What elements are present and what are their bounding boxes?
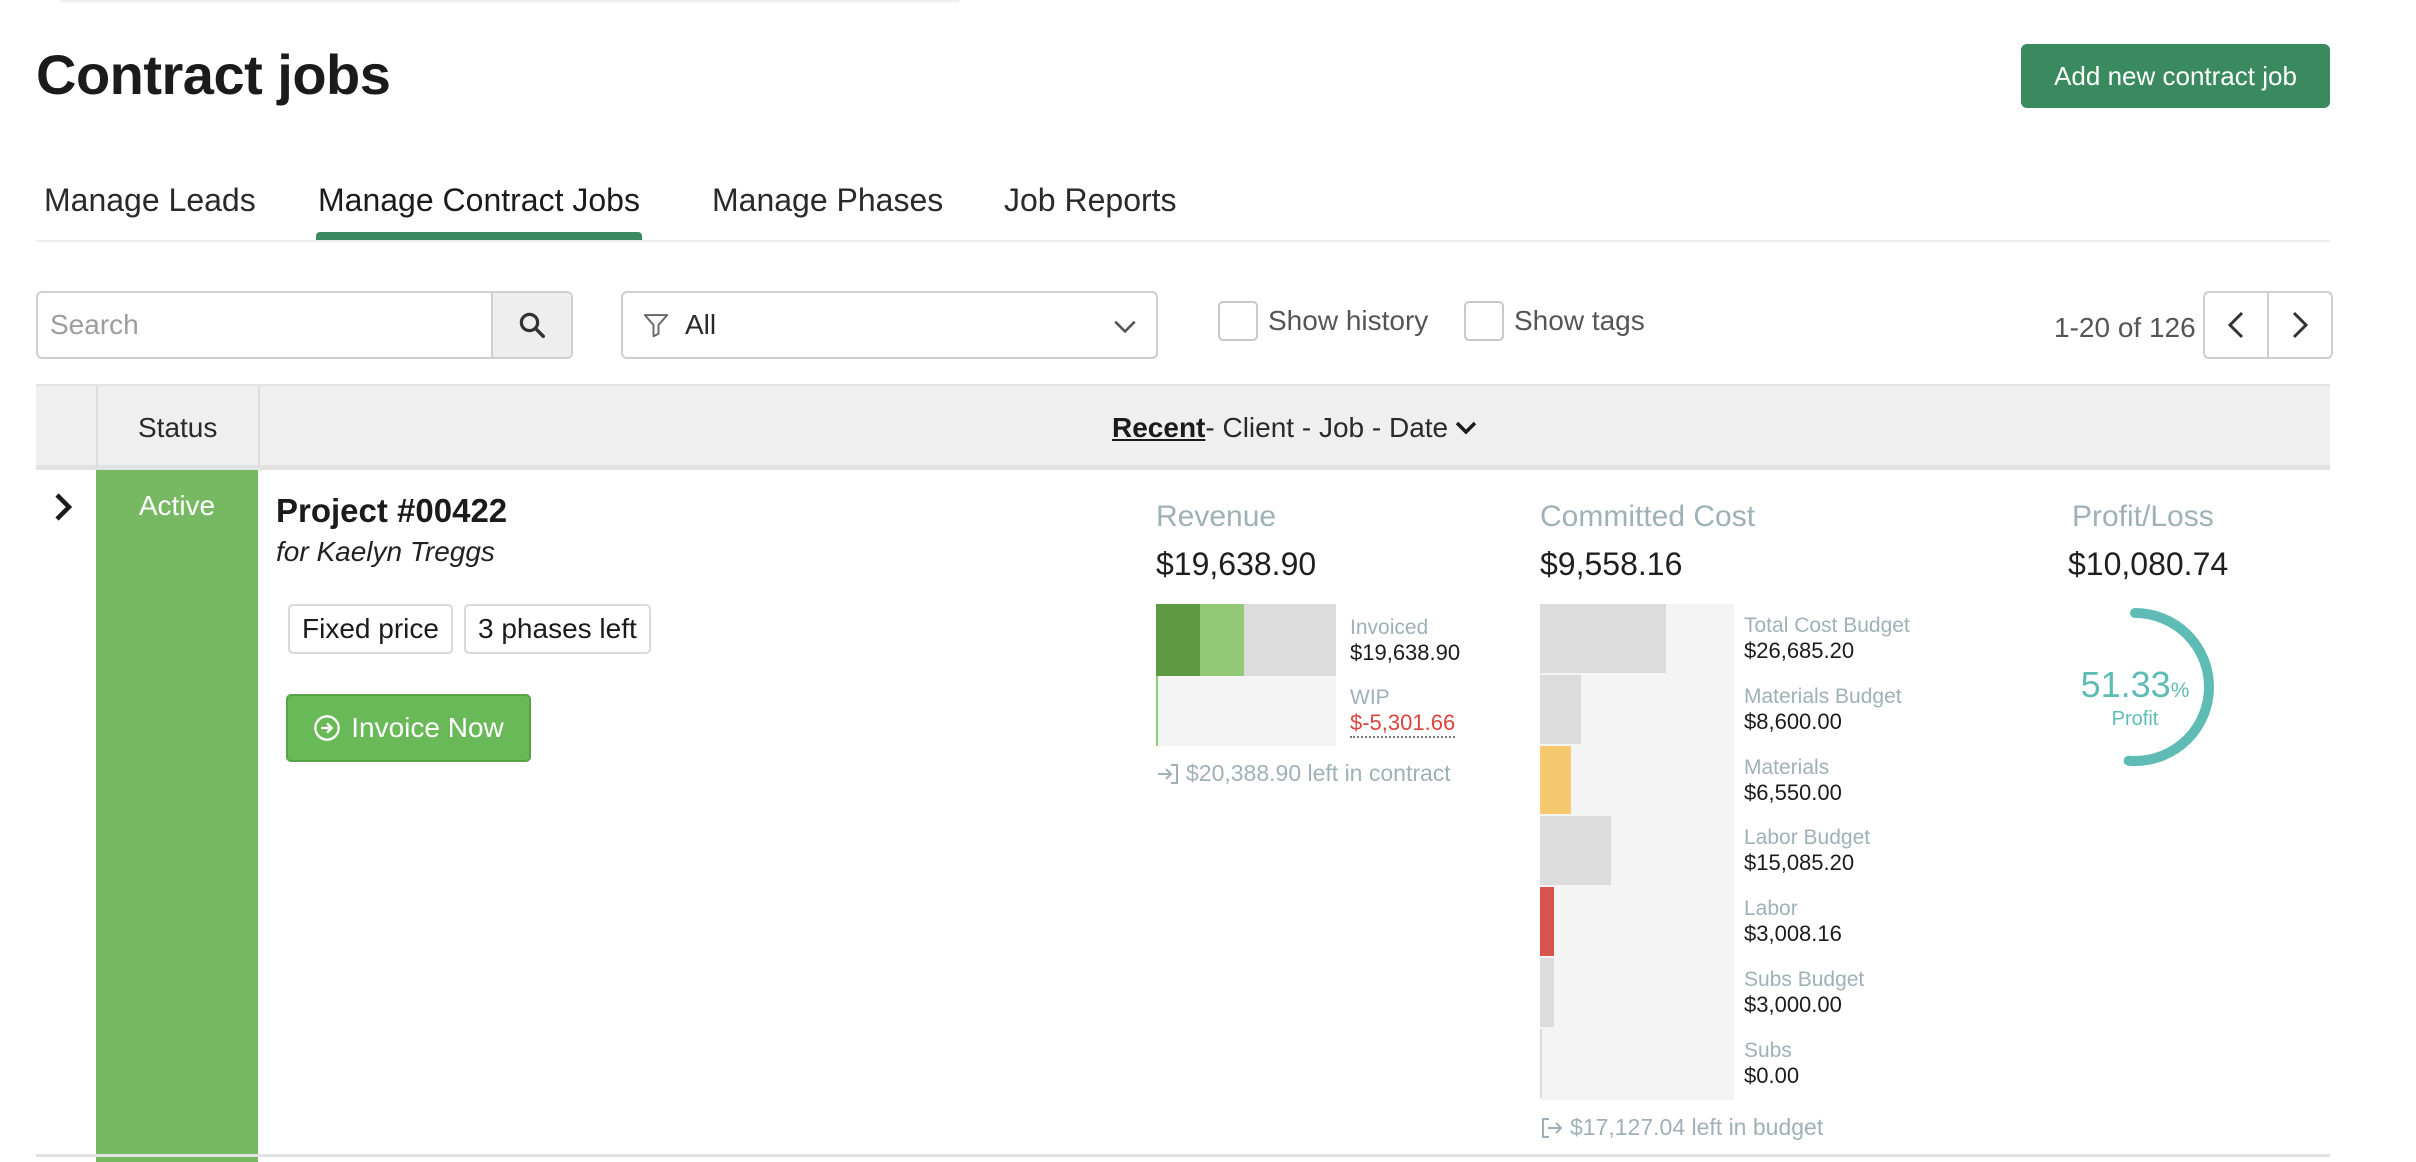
row-expand-toggle[interactable] xyxy=(52,492,74,527)
tab-manage-phases[interactable]: Manage Phases xyxy=(712,182,944,218)
tab-bar: Manage Leads Manage Contract Jobs Manage… xyxy=(36,170,2330,242)
show-tags-toggle[interactable]: Show tags xyxy=(1464,301,1645,341)
previous-page-button[interactable] xyxy=(2203,291,2269,359)
sort-other-options: - Client - Job - Date xyxy=(1205,412,1449,443)
invoiced-value: $19,638.90 xyxy=(1350,640,1461,665)
chevron-down-icon xyxy=(1114,320,1136,334)
cost-value: $6,550.00 xyxy=(1744,779,1842,805)
search-box xyxy=(36,291,573,359)
cost-label: Materials xyxy=(1744,755,1830,779)
next-page-button[interactable] xyxy=(2267,291,2333,359)
revenue-contract-bar xyxy=(1244,604,1336,676)
top-shadow xyxy=(60,0,960,4)
cost-bar-labor xyxy=(1540,887,1554,956)
status-column-header: Status xyxy=(138,412,218,443)
wip-label: WIP xyxy=(1350,686,1390,709)
profit-percent: 51.33% xyxy=(2052,664,2218,706)
cost-label: Subs xyxy=(1744,1038,1792,1062)
cost-bar-materials-budget xyxy=(1540,674,1581,744)
status-badge: Active xyxy=(138,490,216,521)
show-tags-label: Show tags xyxy=(1514,305,1645,336)
header-divider xyxy=(258,386,260,467)
left-in-budget-text: $17,127.04 left in budget xyxy=(1570,1114,1824,1140)
cost-bar-materials xyxy=(1540,745,1571,815)
invoice-now-button[interactable]: Invoice Now xyxy=(286,694,531,762)
page-title: Contract jobs xyxy=(36,43,391,106)
chevron-left-icon xyxy=(2227,311,2244,339)
search-icon xyxy=(519,312,545,338)
invoiced-label: Invoiced xyxy=(1350,616,1429,639)
show-history-toggle[interactable]: Show history xyxy=(1218,301,1428,341)
profit-label: Profit xyxy=(2111,708,2159,730)
search-input[interactable] xyxy=(38,293,491,357)
invoice-now-label: Invoice Now xyxy=(351,712,504,743)
status-filter-select[interactable]: All xyxy=(621,291,1158,359)
wip-value: $-5,301.66 xyxy=(1350,710,1456,738)
cost-label: Labor Budget xyxy=(1744,826,1871,850)
add-contract-job-button[interactable]: Add new contract job xyxy=(2021,44,2330,108)
arrow-circle-right-icon xyxy=(313,714,341,742)
sort-active-option[interactable]: Recent xyxy=(1112,412,1206,443)
committed-cost-value: $9,558.16 xyxy=(1540,546,1683,582)
show-history-label: Show history xyxy=(1268,305,1429,336)
chevron-right-icon xyxy=(55,493,73,521)
profit-loss-title: Profit/Loss xyxy=(2072,500,2214,533)
search-button[interactable] xyxy=(491,293,571,357)
filter-icon xyxy=(643,314,669,338)
left-in-contract-text: $20,388.90 left in contract xyxy=(1186,760,1451,786)
status-cell: Active xyxy=(96,470,258,1162)
profit-percent-value: 51.33 xyxy=(2080,664,2171,705)
cost-bar-subs xyxy=(1540,1028,1542,1098)
revenue-invoiced-bar-light xyxy=(1200,604,1244,676)
chevron-down-icon xyxy=(1455,421,1477,435)
committed-cost-title: Committed Cost xyxy=(1540,500,1756,533)
cost-value: $8,600.00 xyxy=(1744,708,1842,734)
cost-label: Labor xyxy=(1744,897,1798,921)
show-history-checkbox[interactable] xyxy=(1218,301,1258,341)
profit-percent-unit: % xyxy=(2170,679,2190,702)
cost-bar-labor-budget xyxy=(1540,816,1611,886)
project-client: for Kaelyn Treggs xyxy=(276,536,495,567)
sort-selector[interactable]: Recent - Client - Job - Date xyxy=(1112,412,1478,444)
profit-loss-value: $10,080.74 xyxy=(2068,546,2229,582)
tab-job-reports[interactable]: Job Reports xyxy=(1004,182,1177,218)
revenue-wip-bar xyxy=(1156,676,1158,746)
cost-value: $26,685.20 xyxy=(1744,638,1855,663)
profit-donut-arc xyxy=(2056,608,2214,766)
chevron-right-icon xyxy=(2292,311,2309,339)
project-title-link[interactable]: Project #00422 xyxy=(276,492,508,529)
cost-value: $15,085.20 xyxy=(1744,850,1855,876)
cost-label: Subs Budget xyxy=(1744,968,1865,991)
revenue-value: $19,638.90 xyxy=(1156,546,1317,582)
tag-fixed-price: Fixed price xyxy=(288,604,453,654)
cost-value: $3,008.16 xyxy=(1744,921,1842,947)
cost-value: $0.00 xyxy=(1744,1062,1800,1088)
cost-value: $3,000.00 xyxy=(1744,992,1842,1017)
tab-manage-leads[interactable]: Manage Leads xyxy=(44,182,256,218)
left-in-budget: $17,127.04 left in budget xyxy=(1540,1114,1823,1141)
revenue-title: Revenue xyxy=(1156,500,1277,533)
tag-phases-left: 3 phases left xyxy=(464,604,651,654)
table-header: Status Recent - Client - Job - Date xyxy=(36,384,2330,470)
header-divider xyxy=(96,386,98,467)
pagination-count: 1-20 of 126 xyxy=(2054,312,2196,343)
cost-label: Materials Budget xyxy=(1744,684,1902,708)
sign-in-icon xyxy=(1156,763,1180,785)
left-in-contract: $20,388.90 left in contract xyxy=(1156,760,1451,787)
tab-manage-contract-jobs[interactable]: Manage Contract Jobs xyxy=(318,182,640,218)
cost-bar-total-cost-budget xyxy=(1540,604,1666,673)
filter-value: All xyxy=(685,309,717,340)
sign-out-icon xyxy=(1540,1117,1564,1139)
cost-bar-subs-budget xyxy=(1540,958,1554,1027)
row-divider xyxy=(36,1154,2330,1157)
show-tags-checkbox[interactable] xyxy=(1464,301,1504,341)
revenue-invoiced-bar xyxy=(1156,604,1200,676)
active-tab-indicator xyxy=(316,232,642,240)
profit-donut xyxy=(2056,608,2214,766)
cost-label: Total Cost Budget xyxy=(1744,614,1910,637)
